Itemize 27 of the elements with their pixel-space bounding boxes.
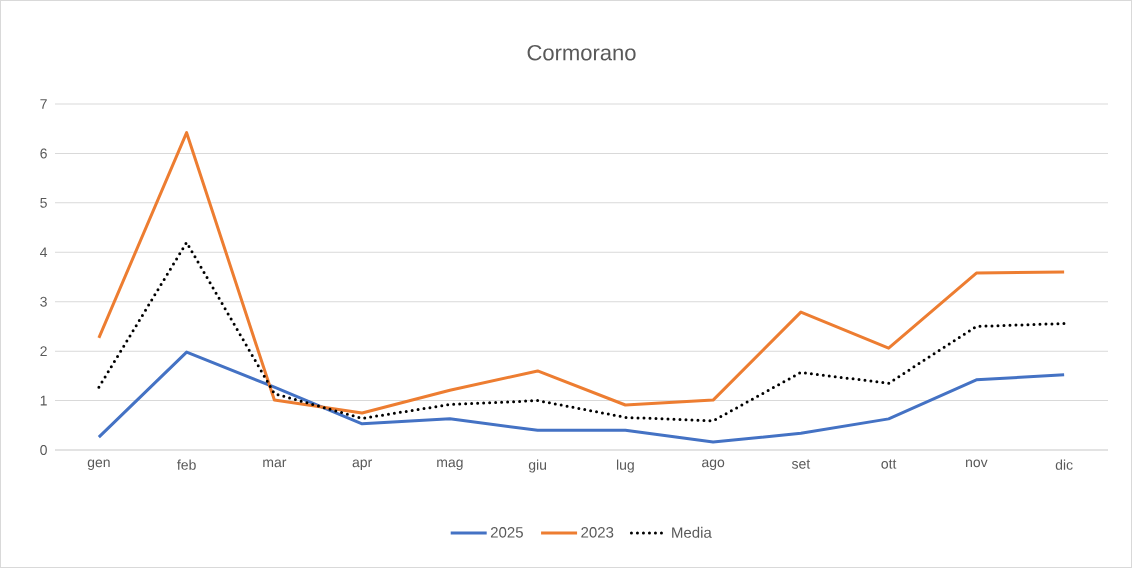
chart-title: Cormorano bbox=[527, 44, 636, 61]
y-tick-label: 0 bbox=[40, 445, 47, 455]
x-tick-label: ago bbox=[702, 459, 725, 470]
x-tick-label: ott bbox=[881, 459, 897, 469]
y-tick-label: 6 bbox=[40, 148, 47, 159]
legend-label: Media bbox=[672, 526, 712, 538]
x-tick-label: mag bbox=[437, 459, 463, 470]
x-tick-label: set bbox=[791, 459, 811, 469]
x-tick-label: apr bbox=[352, 459, 373, 470]
y-tick-label: 3 bbox=[40, 296, 47, 307]
y-tick-label: 1 bbox=[40, 395, 47, 406]
line-series bbox=[97, 240, 1066, 423]
y-tick-label: 7 bbox=[40, 99, 47, 109]
x-tick-label: nov bbox=[966, 459, 988, 468]
line-series bbox=[97, 350, 1066, 444]
line-series bbox=[97, 131, 1066, 415]
x-tick-label: mar bbox=[263, 459, 287, 468]
x-tick-label: lug bbox=[616, 459, 634, 473]
x-tick-label: giu bbox=[528, 459, 547, 473]
x-tick-label: gen bbox=[87, 459, 110, 470]
legend-label: 2023 bbox=[581, 527, 614, 538]
y-tick-label: 4 bbox=[40, 247, 48, 258]
x-tick-label: dic bbox=[1055, 459, 1073, 470]
y-tick-label: 5 bbox=[40, 197, 47, 208]
legend-label: 2025 bbox=[490, 527, 523, 538]
y-tick-label: 2 bbox=[40, 346, 47, 357]
x-tick-label: feb bbox=[177, 459, 196, 470]
